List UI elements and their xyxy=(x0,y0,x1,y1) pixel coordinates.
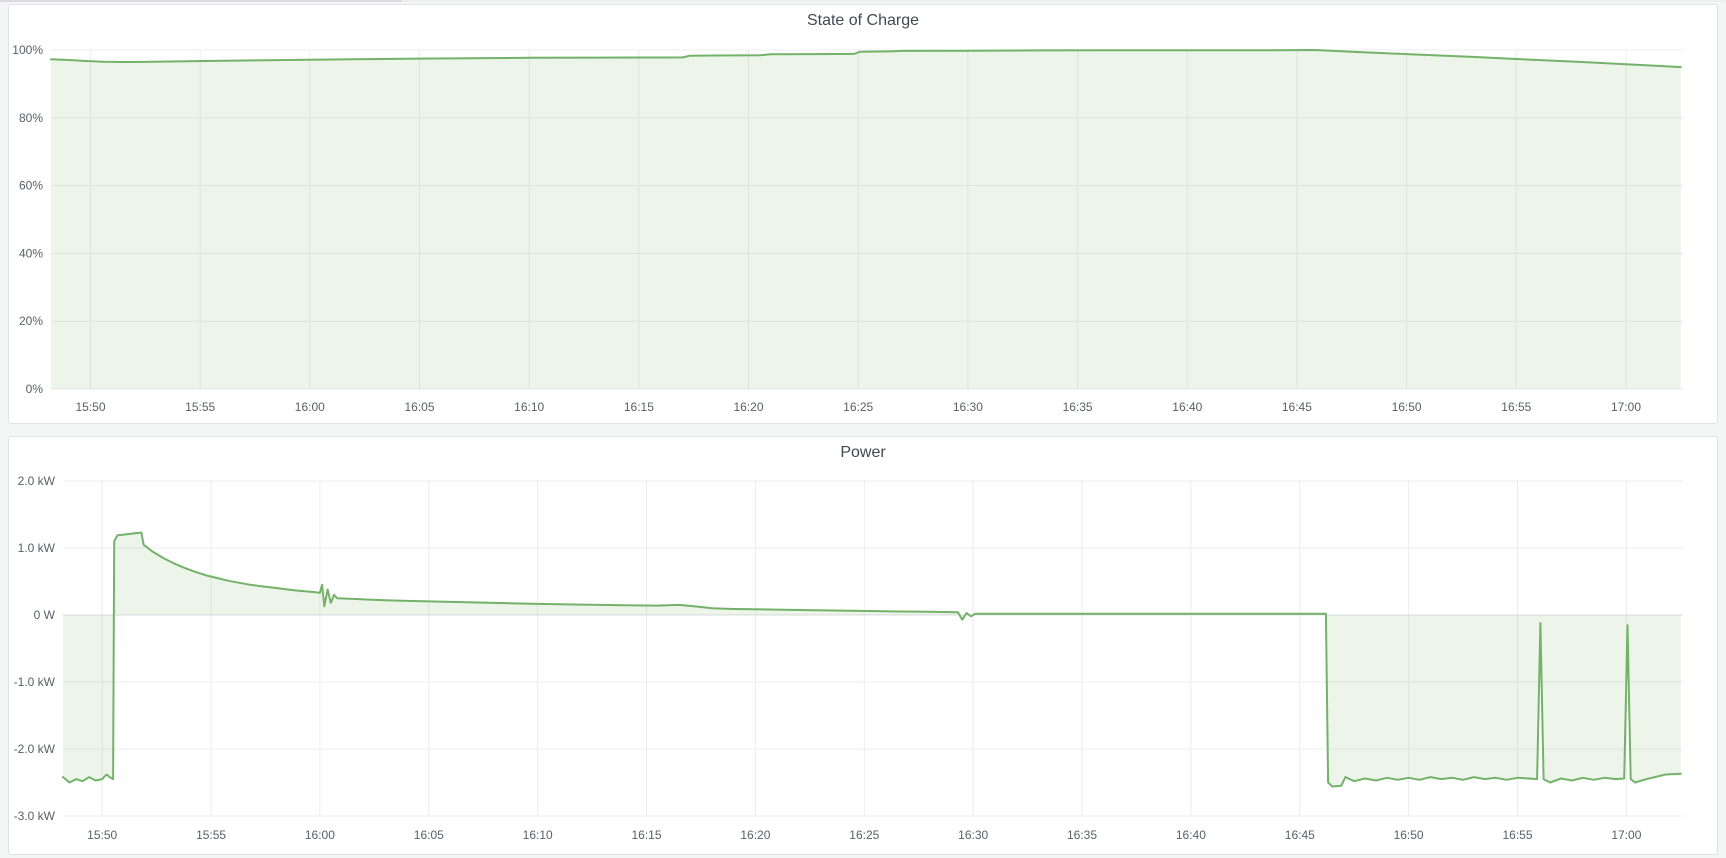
x-axis-tick-label: 16:10 xyxy=(514,400,544,414)
x-axis-tick-label: 15:50 xyxy=(87,828,117,842)
x-axis-tick-label: 16:00 xyxy=(295,400,325,414)
x-axis-tick-label: 16:05 xyxy=(414,828,444,842)
x-axis-tick-label: 17:00 xyxy=(1611,400,1641,414)
x-axis-tick-label: 16:00 xyxy=(305,828,335,842)
x-axis-tick-label: 15:55 xyxy=(185,400,215,414)
x-axis-tick-label: 16:15 xyxy=(624,400,654,414)
series-line xyxy=(62,531,1682,788)
panel-title-state-of-charge[interactable]: State of Charge xyxy=(806,12,920,29)
x-axis-tick-label: 16:25 xyxy=(849,828,879,842)
x-axis-tick-label: 17:00 xyxy=(1611,828,1641,842)
x-axis-tick-label: 15:55 xyxy=(196,828,226,842)
state-of-charge-chart[interactable]: 0% 20% 40% 60% 80% 100% 15:50 15:55 16:00 16:05 16… xyxy=(9,5,1717,423)
x-axis-tick-label: 16:35 xyxy=(1063,400,1093,414)
x-axis-tick-label: 16:15 xyxy=(631,828,661,842)
x-axis-tick-label: 16:25 xyxy=(843,400,873,414)
x-axis-tick-label: 16:30 xyxy=(958,828,988,842)
x-axis-tick-label: 16:40 xyxy=(1176,828,1206,842)
y-axis-tick-label: 1.0 kW xyxy=(18,541,56,555)
x-axis-tick-label: 16:05 xyxy=(404,400,434,414)
x-axis-tick-label: 16:20 xyxy=(740,828,770,842)
x-axis-tick-label: 16:30 xyxy=(953,400,983,414)
x-axis-tick-label: 16:20 xyxy=(733,400,763,414)
y-axis-tick-label: 40% xyxy=(19,246,43,260)
panel-title-power[interactable]: Power xyxy=(840,444,886,461)
y-axis-tick-label: 0% xyxy=(26,382,44,396)
x-axis-tick-label: 16:10 xyxy=(523,828,553,842)
y-axis-tick-label: 80% xyxy=(19,111,43,125)
page-top-divider-segment xyxy=(0,0,402,2)
x-axis-tick-label: 16:35 xyxy=(1067,828,1097,842)
y-axis-tick-label: -1.0 kW xyxy=(14,675,56,689)
y-axis-tick-label: 20% xyxy=(19,314,43,328)
x-axis-tick-label: 15:50 xyxy=(75,400,105,414)
page-top-divider xyxy=(0,0,1726,2)
x-axis-tick-label: 16:45 xyxy=(1285,828,1315,842)
y-axis-tick-label: 0 W xyxy=(34,608,56,622)
y-axis-tick-label: -3.0 kW xyxy=(14,809,56,823)
y-axis-tick-label: 100% xyxy=(12,43,43,57)
y-axis-tick-label: -2.0 kW xyxy=(14,742,56,756)
x-axis-tick-label: 16:45 xyxy=(1282,400,1312,414)
x-axis-tick-label: 16:55 xyxy=(1501,400,1531,414)
panel-power: Power -3.0 kW -2.0 kW -1.0 kW 0 W 1.0 kW 2.0 … xyxy=(8,436,1718,855)
y-axis-tick-label: 2.0 kW xyxy=(18,474,56,488)
x-axis-tick-label: 16:50 xyxy=(1394,828,1424,842)
series-line xyxy=(50,49,1682,69)
x-axis-tick-label: 16:40 xyxy=(1172,400,1202,414)
power-chart[interactable]: -3.0 kW -2.0 kW -1.0 kW 0 W 1.0 kW 2.0 kW 15:5… xyxy=(9,437,1717,854)
panel-state-of-charge: State of Charge 0% 20% 40% 60% 80% 100% 15:50 1… xyxy=(8,4,1718,424)
x-axis-tick-label: 16:50 xyxy=(1392,400,1422,414)
series-area xyxy=(63,532,1681,787)
series-area xyxy=(51,50,1681,389)
y-axis-tick-label: 60% xyxy=(19,179,43,193)
x-axis-tick-label: 16:55 xyxy=(1502,828,1532,842)
